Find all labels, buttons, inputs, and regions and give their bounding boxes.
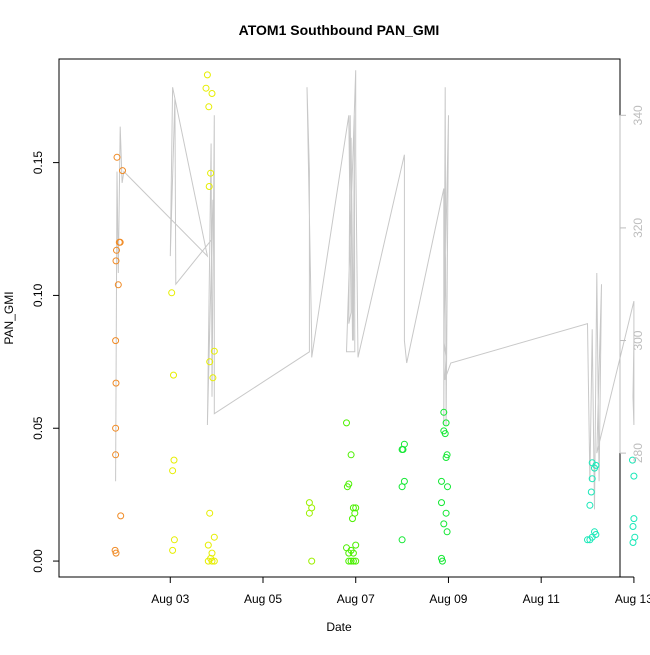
right-axis-line-series — [115, 70, 635, 510]
plot-frame — [58, 58, 621, 578]
data-point-series-5 — [440, 408, 448, 416]
data-point-series-5 — [398, 446, 406, 453]
data-point-series-2 — [206, 509, 214, 517]
y2-tick-label: 340 — [631, 105, 645, 125]
data-point-series-5 — [438, 557, 446, 565]
data-point-series-5 — [438, 477, 445, 485]
scatter-points — [111, 71, 639, 565]
data-point-series-2 — [209, 374, 217, 382]
y2-axis: 280 300 320 340 — [619, 105, 645, 463]
y-tick-label: 0.05 — [31, 416, 45, 440]
data-point-series-5 — [398, 536, 406, 544]
data-point-series-5 — [441, 430, 449, 438]
y-axis-label: PAN_GMI — [2, 291, 16, 344]
data-point-series-2 — [210, 347, 218, 355]
data-point-series-3 — [305, 509, 313, 517]
data-point-series-2 — [205, 103, 213, 111]
data-point-series-5 — [440, 520, 448, 528]
data-point-series-2 — [208, 90, 216, 97]
data-point-series-5 — [442, 454, 450, 461]
data-point-series-6 — [629, 539, 637, 546]
data-point-series-2 — [210, 557, 218, 565]
data-point-series-5 — [442, 419, 450, 427]
x-tick-label: Aug 05 — [244, 592, 282, 606]
data-point-series-2 — [208, 557, 216, 565]
data-point-series-2 — [170, 456, 178, 464]
data-point-series-1 — [112, 424, 120, 432]
data-point-series-6 — [588, 475, 596, 483]
data-point-series-6 — [629, 523, 637, 530]
x-tick-label: Aug 09 — [429, 592, 467, 606]
data-point-series-4 — [349, 549, 357, 557]
x-tick-label: Aug 03 — [151, 592, 189, 606]
data-point-series-1 — [112, 549, 120, 557]
data-point-series-1 — [119, 167, 126, 175]
data-point-series-6 — [584, 536, 591, 544]
data-point-series-6 — [586, 536, 594, 544]
data-point-series-4 — [347, 451, 355, 459]
data-point-series-1 — [112, 379, 120, 387]
data-point-series-6 — [629, 456, 636, 464]
data-point-series-4 — [349, 557, 357, 565]
y-tick-label: 0.15 — [31, 151, 45, 175]
x-tick-label: Aug 13 — [615, 592, 650, 606]
data-point-series-5 — [398, 483, 406, 491]
data-point-series-6 — [592, 461, 600, 469]
x-axis: Aug 03 Aug 05 Aug 07 Aug 09 Aug 11 Aug 13 — [151, 576, 650, 606]
data-point-series-2 — [170, 371, 177, 379]
data-point-series-5 — [443, 528, 451, 536]
data-point-series-6 — [587, 488, 595, 496]
y2-tick-label: 280 — [631, 443, 645, 463]
data-point-series-1 — [113, 153, 121, 161]
data-point-series-1 — [112, 257, 120, 265]
series-line — [115, 70, 635, 510]
data-point-series-2 — [206, 358, 214, 366]
y2-tick-label: 320 — [631, 218, 645, 238]
data-point-series-3 — [308, 557, 316, 565]
data-point-series-2 — [168, 289, 176, 297]
data-point-series-4 — [349, 515, 356, 523]
data-point-series-5 — [442, 509, 450, 517]
data-point-series-5 — [444, 483, 451, 491]
data-point-series-6 — [630, 472, 638, 480]
data-point-series-2 — [169, 546, 177, 554]
data-point-series-4 — [343, 419, 350, 427]
x-tick-label: Aug 07 — [337, 592, 375, 606]
data-point-series-4 — [352, 504, 360, 512]
data-point-series-6 — [586, 501, 594, 509]
data-point-series-2 — [202, 84, 210, 92]
y-tick-label: 0.10 — [31, 283, 45, 307]
data-point-series-2 — [204, 541, 212, 549]
y-tick-label: 0.00 — [31, 549, 45, 573]
data-point-series-2 — [205, 183, 213, 190]
data-point-series-2 — [169, 467, 177, 475]
data-point-series-1 — [117, 512, 125, 520]
data-point-series-1 — [112, 337, 120, 345]
data-point-series-1 — [116, 238, 124, 246]
data-point-series-5 — [438, 499, 445, 507]
data-point-series-1 — [112, 451, 120, 459]
data-point-series-2 — [203, 71, 211, 79]
data-point-series-2 — [210, 533, 218, 541]
data-point-series-4 — [343, 483, 351, 491]
data-point-series-4 — [352, 541, 360, 549]
data-point-series-1 — [114, 281, 122, 289]
data-point-series-4 — [352, 557, 360, 565]
data-point-series-6 — [630, 515, 638, 523]
y-axis: 0.00 0.05 0.10 0.15 — [31, 151, 60, 573]
x-tick-label: Aug 11 — [523, 592, 560, 606]
data-point-series-4 — [347, 557, 355, 565]
chart-title: ATOM1 Southbound PAN_GMI — [239, 22, 440, 38]
x-axis-label: Date — [326, 620, 352, 634]
y2-tick-label: 300 — [631, 330, 645, 350]
data-point-series-1 — [113, 246, 120, 254]
data-point-series-4 — [345, 557, 353, 565]
data-point-series-2 — [170, 536, 178, 544]
data-point-series-2 — [207, 169, 215, 177]
